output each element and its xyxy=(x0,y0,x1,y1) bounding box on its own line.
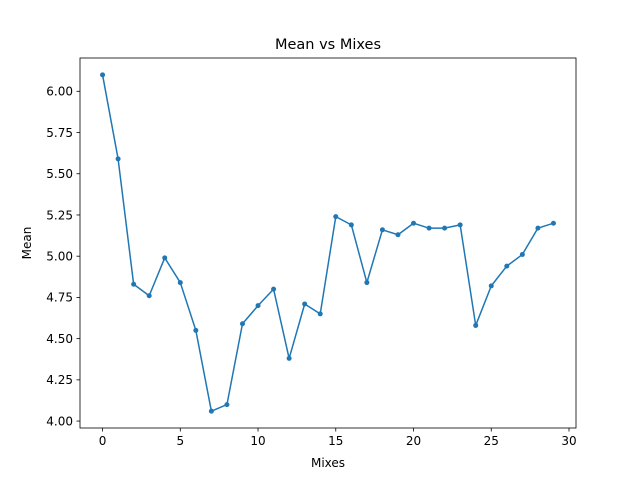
data-point xyxy=(333,214,339,220)
data-point xyxy=(504,263,510,269)
x-tick-label: 30 xyxy=(561,434,576,448)
y-tick-label: 5.50 xyxy=(46,167,73,181)
data-point xyxy=(348,222,354,228)
data-point xyxy=(177,280,183,286)
plot-frame xyxy=(79,57,577,429)
data-point xyxy=(426,225,432,231)
data-point xyxy=(550,220,556,226)
data-point xyxy=(239,321,245,327)
data-point xyxy=(115,156,121,162)
x-tick-label: 25 xyxy=(484,434,499,448)
y-tick-label: 5.00 xyxy=(46,249,73,263)
y-tick-label: 4.25 xyxy=(46,373,73,387)
data-point xyxy=(519,252,525,258)
data-point xyxy=(364,280,370,286)
x-tick-label: 20 xyxy=(406,434,421,448)
x-tick-label: 5 xyxy=(176,434,184,448)
data-point xyxy=(224,402,230,408)
data-point xyxy=(473,322,479,328)
y-tick-label: 5.75 xyxy=(46,126,73,140)
data-point xyxy=(193,327,199,333)
data-point xyxy=(302,301,308,307)
x-tick-label: 15 xyxy=(328,434,343,448)
y-axis-title: Mean xyxy=(20,227,34,260)
series-line xyxy=(101,74,554,412)
data-point xyxy=(317,311,323,317)
x-tick-label: 0 xyxy=(99,434,107,448)
data-point xyxy=(442,225,448,231)
chart-title: Mean vs Mixes xyxy=(275,37,381,53)
data-point xyxy=(255,303,261,309)
x-axis-title: Mixes xyxy=(311,456,345,470)
data-point xyxy=(411,220,417,226)
y-tick-label: 4.75 xyxy=(46,291,73,305)
plot-area xyxy=(80,58,576,428)
y-tick-label: 4.00 xyxy=(46,414,73,428)
data-point xyxy=(535,225,541,231)
x-axis: 0 5 10 15 20 25 30 xyxy=(99,428,577,448)
data-point xyxy=(488,283,494,289)
data-point xyxy=(131,281,137,287)
data-point xyxy=(208,408,214,414)
y-axis: 4.00 4.25 4.50 4.75 5.00 5.25 5.50 5.75 6.00 xyxy=(46,85,80,428)
data-point xyxy=(100,72,106,78)
data-point xyxy=(457,222,463,228)
data-point xyxy=(162,255,168,261)
series-points xyxy=(100,72,556,414)
x-tick-label: 10 xyxy=(250,434,265,448)
data-point xyxy=(146,293,152,299)
y-tick-label: 5.25 xyxy=(46,208,73,222)
y-tick-label: 6.00 xyxy=(46,85,73,99)
data-point xyxy=(271,286,277,292)
data-point xyxy=(395,232,401,238)
y-tick-label: 4.50 xyxy=(46,332,73,346)
data-point xyxy=(379,227,385,233)
data-point xyxy=(286,355,292,361)
